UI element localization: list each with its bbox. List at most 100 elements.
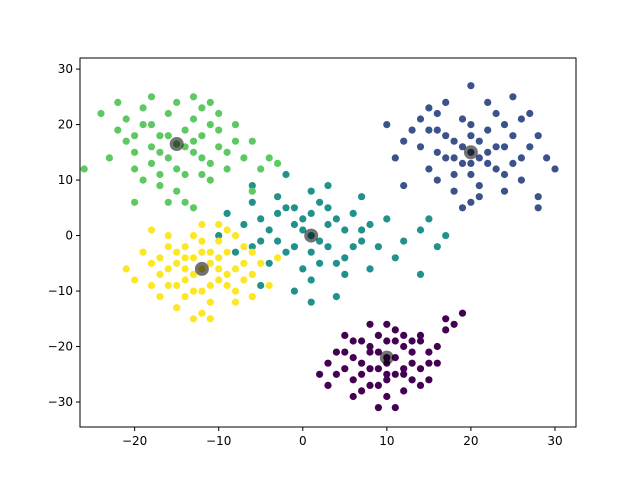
data-point bbox=[198, 154, 206, 162]
data-point bbox=[433, 109, 441, 118]
data-point bbox=[316, 259, 324, 267]
data-point bbox=[164, 265, 172, 273]
data-point bbox=[80, 165, 88, 173]
data-point bbox=[425, 126, 433, 134]
data-point bbox=[181, 126, 189, 134]
plot-points bbox=[80, 82, 559, 412]
data-point bbox=[198, 309, 206, 317]
data-point bbox=[206, 159, 214, 167]
data-point bbox=[450, 154, 458, 162]
data-point bbox=[374, 331, 382, 339]
centroid-marker bbox=[194, 261, 209, 276]
data-point bbox=[442, 326, 450, 334]
y-tick-label: −30 bbox=[48, 395, 73, 409]
plot-frame bbox=[79, 57, 577, 428]
data-point bbox=[341, 254, 349, 262]
data-point bbox=[139, 248, 147, 256]
data-point bbox=[206, 259, 214, 267]
data-point bbox=[299, 265, 307, 273]
data-point bbox=[307, 276, 315, 284]
data-point bbox=[248, 270, 256, 278]
data-point bbox=[274, 209, 282, 217]
data-point bbox=[181, 276, 189, 284]
data-point bbox=[534, 193, 542, 201]
data-point bbox=[484, 126, 492, 134]
data-point bbox=[257, 259, 265, 267]
data-point bbox=[248, 187, 256, 195]
data-point bbox=[450, 187, 458, 195]
data-point bbox=[265, 281, 273, 290]
data-point bbox=[307, 187, 315, 195]
data-point bbox=[400, 331, 408, 339]
data-point bbox=[198, 220, 206, 229]
data-point bbox=[265, 154, 273, 162]
data-point bbox=[206, 281, 214, 290]
data-point bbox=[215, 220, 223, 229]
data-point bbox=[332, 215, 340, 223]
data-point bbox=[408, 126, 416, 134]
data-point bbox=[164, 154, 172, 162]
data-point bbox=[433, 243, 441, 251]
data-point bbox=[164, 198, 172, 206]
data-point bbox=[475, 154, 483, 162]
data-point bbox=[181, 243, 189, 251]
data-point bbox=[223, 281, 231, 290]
data-point bbox=[189, 204, 198, 212]
data-point bbox=[114, 126, 122, 134]
data-point bbox=[231, 248, 240, 256]
data-point bbox=[416, 331, 425, 339]
x-tick-label: 30 bbox=[547, 434, 562, 448]
data-point bbox=[223, 165, 231, 173]
data-point bbox=[248, 248, 256, 256]
data-point bbox=[475, 193, 483, 201]
data-point bbox=[257, 281, 265, 290]
data-point bbox=[383, 121, 391, 129]
data-point bbox=[231, 265, 240, 273]
y-tick-label: −20 bbox=[48, 340, 73, 354]
data-point bbox=[383, 376, 391, 384]
data-point bbox=[248, 182, 256, 190]
data-point bbox=[366, 320, 374, 328]
data-point bbox=[131, 198, 139, 206]
data-point bbox=[122, 137, 130, 145]
data-point bbox=[105, 154, 113, 162]
data-point bbox=[458, 115, 467, 123]
data-point bbox=[526, 143, 534, 151]
data-point bbox=[215, 232, 223, 240]
data-point bbox=[316, 237, 324, 245]
x-tick-label: −20 bbox=[122, 434, 147, 448]
data-point bbox=[231, 298, 240, 306]
data-point bbox=[164, 232, 172, 240]
data-point bbox=[534, 132, 542, 140]
data-point bbox=[164, 281, 172, 290]
data-point bbox=[500, 121, 509, 129]
data-point bbox=[500, 143, 509, 151]
data-point bbox=[332, 293, 340, 301]
data-point bbox=[341, 365, 349, 373]
data-point bbox=[131, 276, 139, 284]
data-point bbox=[383, 337, 391, 345]
data-point bbox=[290, 204, 298, 212]
data-point bbox=[274, 159, 282, 167]
data-point bbox=[307, 298, 315, 306]
centroid-marker bbox=[463, 145, 478, 160]
data-point bbox=[290, 220, 298, 229]
data-point bbox=[274, 193, 282, 201]
data-point bbox=[400, 365, 408, 373]
data-point bbox=[173, 187, 181, 195]
data-point bbox=[215, 265, 223, 273]
data-point bbox=[433, 359, 441, 367]
data-point bbox=[316, 370, 324, 378]
data-point bbox=[223, 148, 231, 156]
data-point bbox=[231, 137, 240, 145]
data-point bbox=[526, 109, 534, 118]
data-point bbox=[500, 187, 509, 195]
data-point bbox=[450, 170, 458, 179]
data-point bbox=[450, 137, 458, 145]
y-tick-label: 20 bbox=[58, 118, 73, 132]
data-point bbox=[240, 259, 248, 267]
data-point bbox=[425, 165, 433, 173]
data-point bbox=[416, 226, 425, 234]
data-point bbox=[223, 226, 231, 234]
data-point bbox=[189, 270, 198, 278]
